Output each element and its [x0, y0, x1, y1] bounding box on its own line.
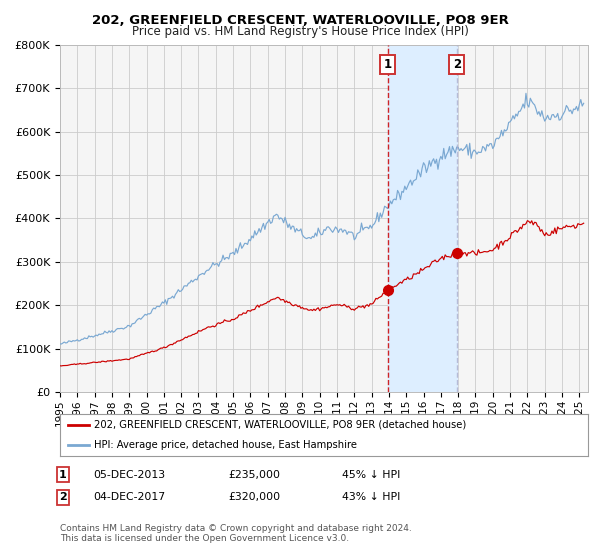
Text: 2: 2 — [453, 58, 461, 71]
Text: This data is licensed under the Open Government Licence v3.0.: This data is licensed under the Open Gov… — [60, 534, 349, 543]
Text: 1: 1 — [59, 470, 67, 480]
Text: 04-DEC-2017: 04-DEC-2017 — [93, 492, 165, 502]
Text: 202, GREENFIELD CRESCENT, WATERLOOVILLE, PO8 9ER: 202, GREENFIELD CRESCENT, WATERLOOVILLE,… — [92, 14, 508, 27]
Text: 202, GREENFIELD CRESCENT, WATERLOOVILLE, PO8 9ER (detached house): 202, GREENFIELD CRESCENT, WATERLOOVILLE,… — [94, 420, 467, 430]
Text: Price paid vs. HM Land Registry's House Price Index (HPI): Price paid vs. HM Land Registry's House … — [131, 25, 469, 38]
Text: 45% ↓ HPI: 45% ↓ HPI — [342, 470, 400, 480]
Text: 1: 1 — [383, 58, 392, 71]
Bar — [388, 45, 457, 392]
Text: £235,000: £235,000 — [228, 470, 280, 480]
Text: HPI: Average price, detached house, East Hampshire: HPI: Average price, detached house, East… — [94, 440, 358, 450]
Text: Contains HM Land Registry data © Crown copyright and database right 2024.: Contains HM Land Registry data © Crown c… — [60, 524, 412, 533]
Text: 43% ↓ HPI: 43% ↓ HPI — [342, 492, 400, 502]
Text: 2: 2 — [59, 492, 67, 502]
Text: 05-DEC-2013: 05-DEC-2013 — [93, 470, 165, 480]
Text: £320,000: £320,000 — [228, 492, 280, 502]
